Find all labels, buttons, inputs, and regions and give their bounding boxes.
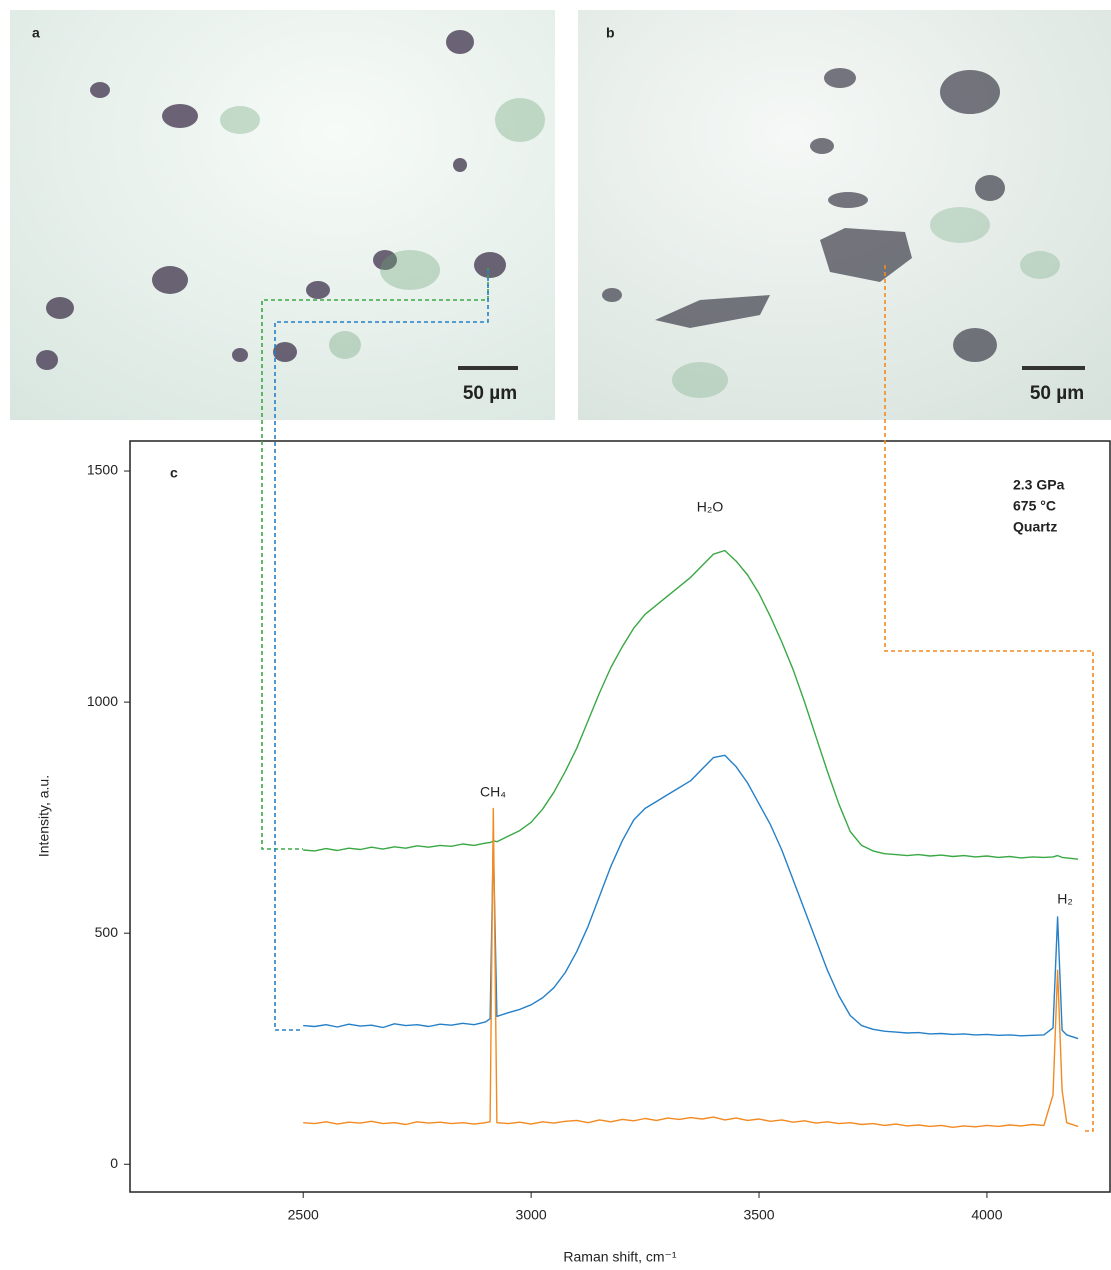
condition: 2.3 GPa	[1013, 477, 1065, 493]
panel-label: a	[32, 25, 40, 41]
condition: Quartz	[1013, 519, 1057, 535]
x-tick-label: 3000	[516, 1207, 547, 1223]
y-tick-label: 500	[95, 924, 119, 940]
x-tick-label: 4000	[971, 1207, 1002, 1223]
spectrum-line	[303, 807, 1079, 1128]
y-tick-label: 0	[110, 1155, 118, 1171]
peak-label: H₂	[1057, 891, 1073, 907]
condition: 675 °C	[1013, 498, 1056, 514]
spectrum-line	[303, 754, 1079, 1040]
x-axis-label: Raman shift, cm⁻¹	[563, 1249, 677, 1265]
peak-label: H₂O	[697, 499, 724, 515]
micrograph-b	[578, 10, 1111, 420]
panel-label: c	[170, 465, 178, 481]
scale-bar-label: 50 µm	[1030, 383, 1084, 404]
y-tick-label: 1000	[87, 693, 118, 709]
x-tick-label: 2500	[288, 1207, 319, 1223]
panel-label: b	[606, 25, 615, 41]
plot-frame	[129, 440, 1111, 1193]
scale-bar-label: 50 µm	[463, 383, 517, 404]
micrograph-a	[10, 10, 555, 420]
peak-label: CH₄	[480, 784, 506, 800]
x-tick-label: 3500	[743, 1207, 774, 1223]
y-axis-label: Intensity, a.u.	[36, 775, 52, 857]
y-tick-label: 1500	[87, 462, 118, 478]
connectors	[261, 265, 1094, 1132]
spectrum-line	[303, 549, 1079, 860]
plot-area: 2500 3000 3500 4000 0 500 1000 1500	[87, 462, 1079, 1223]
